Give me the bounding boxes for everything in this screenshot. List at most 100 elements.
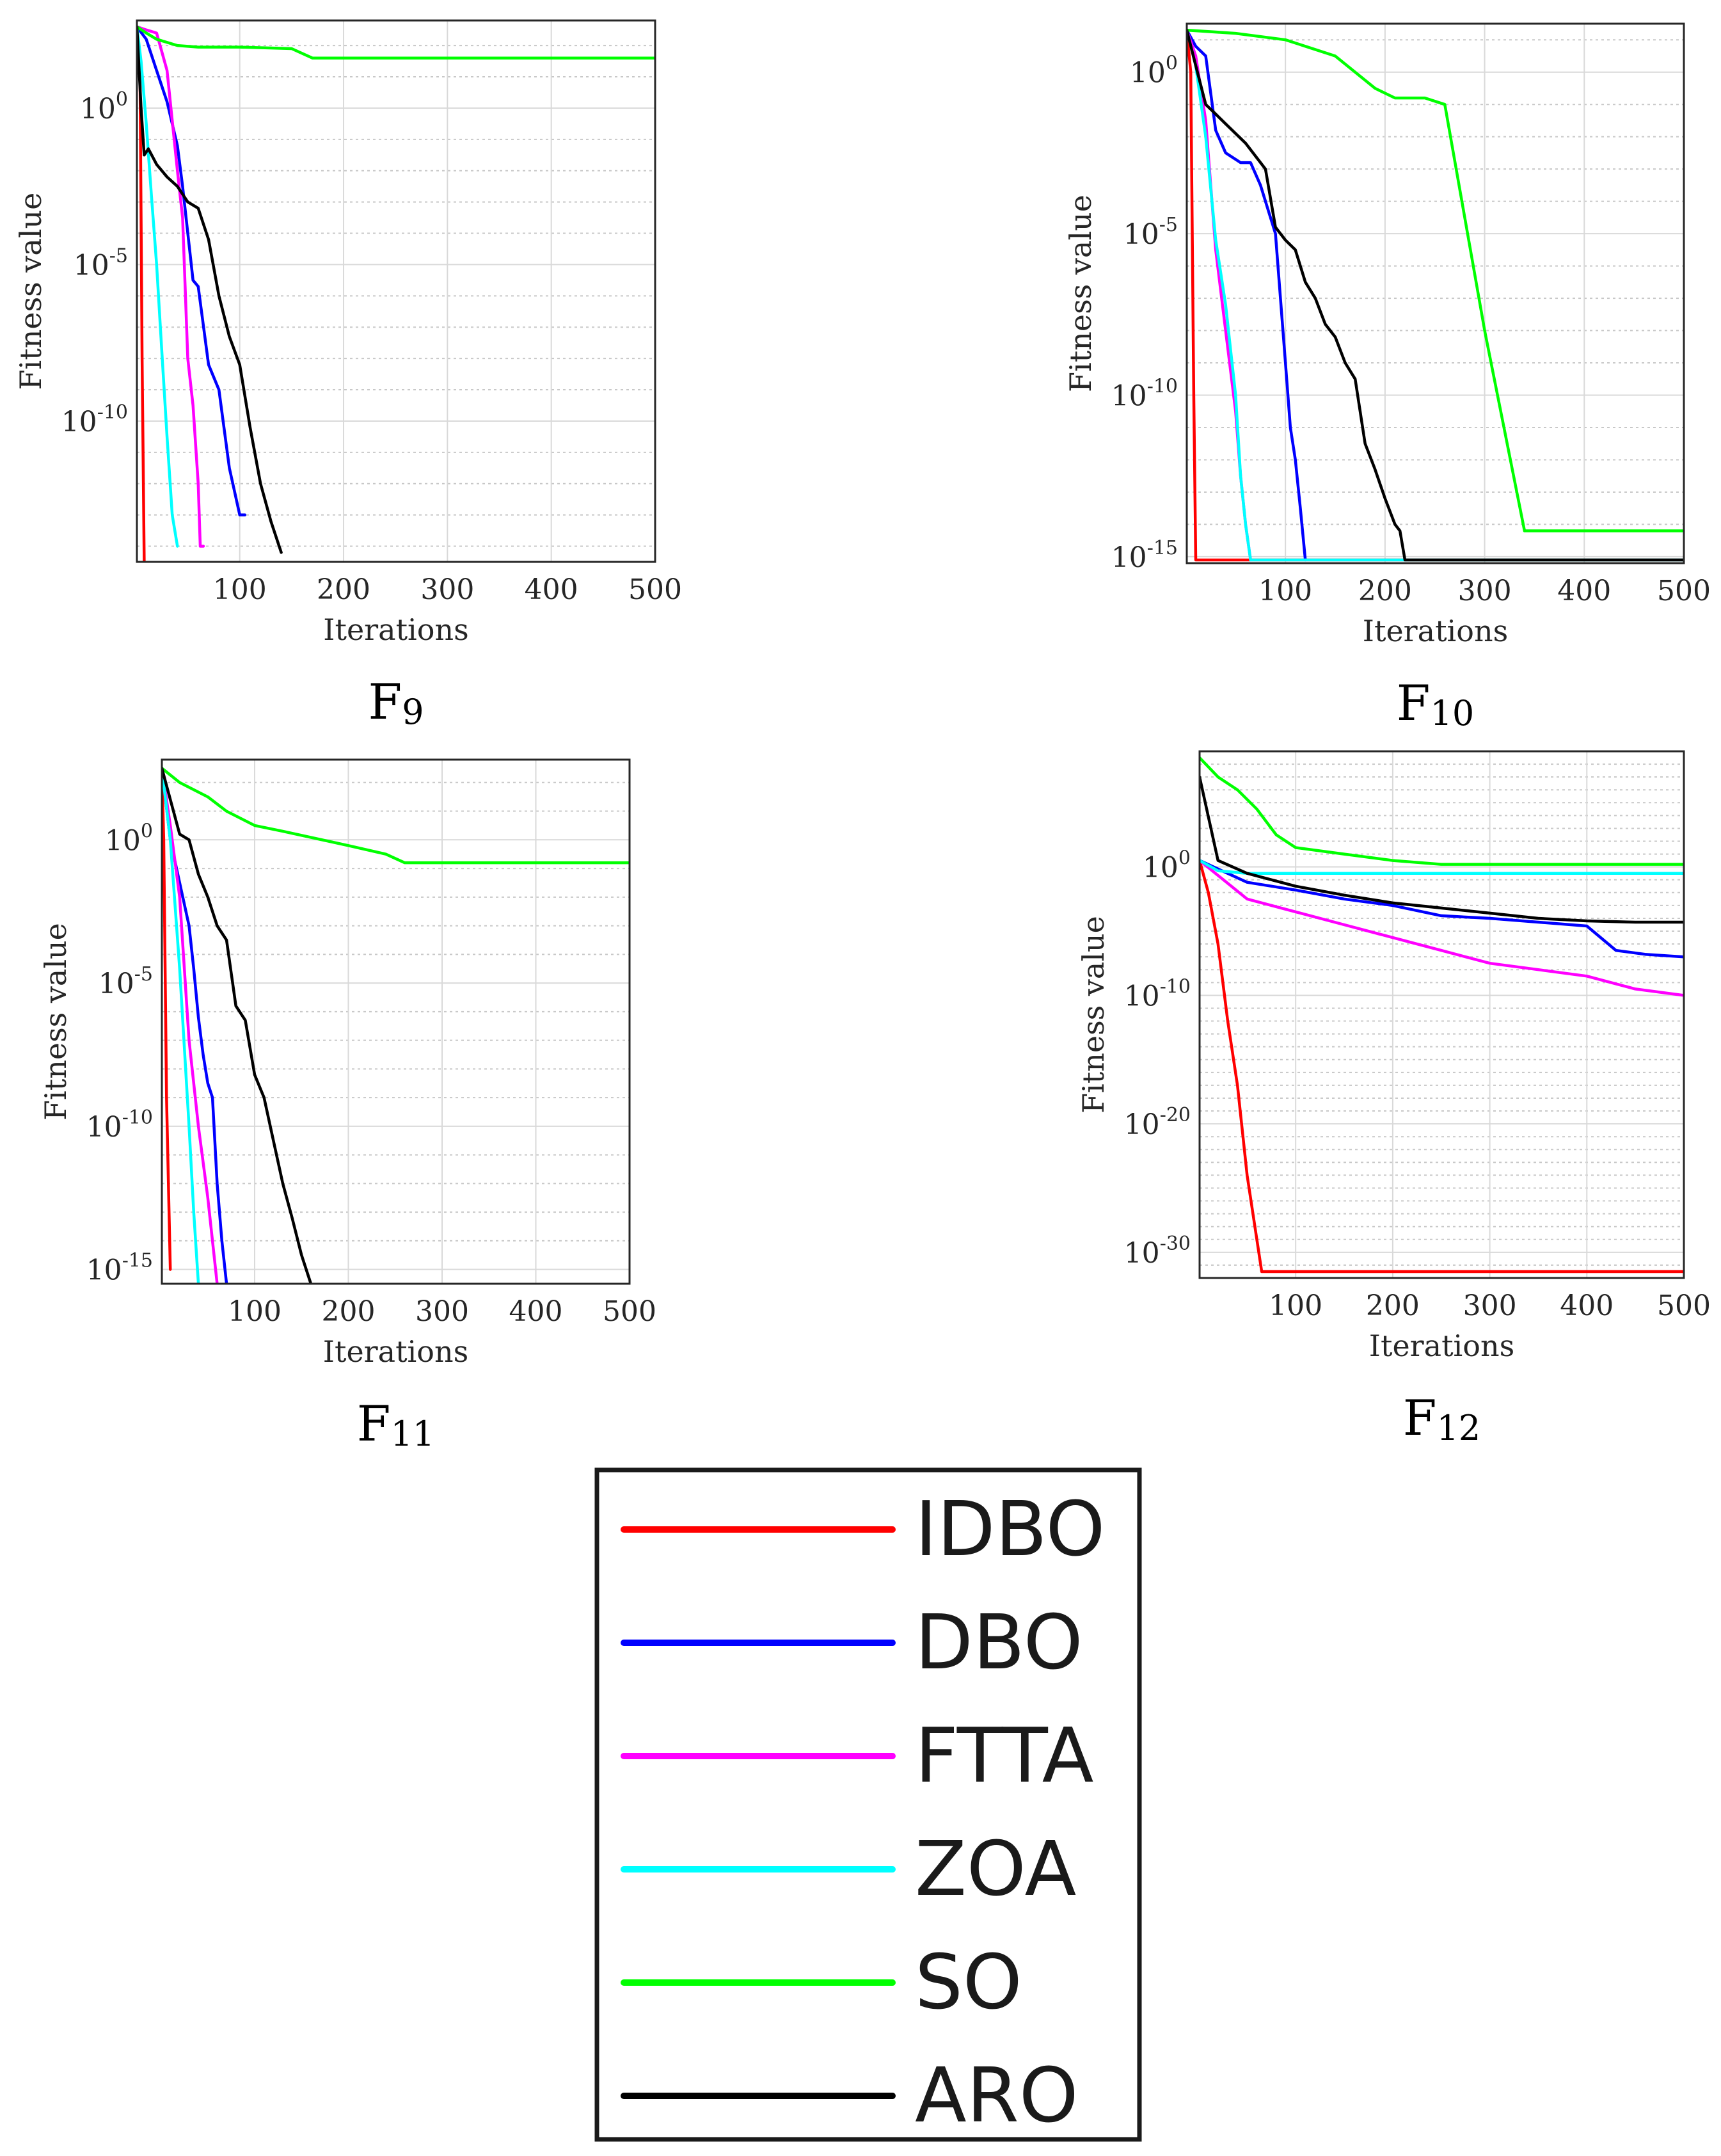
legend-label: ARO bbox=[915, 2051, 1079, 2139]
x-tick-labels: 100 200 300 400 500 bbox=[1258, 575, 1711, 607]
x-tick-label: 500 bbox=[603, 1295, 656, 1328]
x-axis-label: Iterations bbox=[1363, 614, 1508, 648]
x-axis-label: Iterations bbox=[323, 612, 468, 647]
y-tick-exponent: -5 bbox=[109, 244, 128, 267]
y-tick-label: 10-10 bbox=[86, 1106, 153, 1144]
y-tick-label: 100 bbox=[105, 820, 153, 857]
y-tick-exponent: -15 bbox=[1147, 537, 1178, 559]
axes-box bbox=[136, 19, 656, 563]
y-tick-exponent: -10 bbox=[97, 401, 128, 424]
y-tick-exponent: -30 bbox=[1160, 1233, 1191, 1255]
plot-area bbox=[137, 20, 655, 562]
x-tick-label: 100 bbox=[213, 573, 267, 606]
y-tick-exponent: 0 bbox=[141, 820, 153, 842]
plot-area bbox=[162, 760, 630, 1284]
caption-letter: F bbox=[1397, 675, 1431, 731]
series-line-zoa bbox=[1200, 859, 1684, 875]
y-axis-label: Fitness value bbox=[38, 923, 73, 1121]
x-tick-label: 300 bbox=[1463, 1290, 1517, 1322]
x-tick-label: 500 bbox=[628, 573, 682, 606]
legend-label: IDBO bbox=[915, 1485, 1105, 1573]
subplot-caption: F12 bbox=[1403, 1389, 1480, 1448]
y-tick-label: 100 bbox=[80, 88, 128, 125]
y-tick-base: 10 bbox=[1143, 852, 1178, 884]
series-line-so bbox=[1187, 28, 1684, 532]
y-tick-base: 10 bbox=[61, 406, 97, 438]
series-line-so bbox=[1200, 756, 1684, 866]
y-tick-exponent: 0 bbox=[116, 88, 128, 111]
x-tick-label: 500 bbox=[1657, 1290, 1711, 1322]
x-tick-label: 200 bbox=[317, 573, 370, 606]
series-line-zoa bbox=[1187, 28, 1684, 562]
series-line-idbo bbox=[1200, 859, 1684, 1274]
y-tick-exponent: 0 bbox=[1166, 52, 1178, 75]
caption-letter: F bbox=[368, 673, 402, 730]
y-tick-label: 10-15 bbox=[1111, 537, 1178, 574]
y-tick-label: 100 bbox=[1143, 847, 1191, 884]
y-tick-exponent: -10 bbox=[1160, 975, 1191, 998]
legend-label: ZOA bbox=[915, 1825, 1076, 1913]
x-tick-label: 400 bbox=[1560, 1290, 1614, 1322]
y-axis-label: Fitness value bbox=[1063, 195, 1098, 392]
y-tick-base: 10 bbox=[1111, 380, 1147, 413]
x-tick-label: 400 bbox=[1557, 575, 1611, 607]
series-line-dbo bbox=[137, 25, 247, 516]
y-tick-label: 100 bbox=[1130, 52, 1178, 90]
y-tick-base: 10 bbox=[74, 249, 109, 282]
series-line-ftta bbox=[1200, 859, 1684, 997]
x-tick-label: 100 bbox=[1269, 1290, 1322, 1322]
subplot-caption: F11 bbox=[357, 1395, 434, 1454]
x-axis-label: Iterations bbox=[1369, 1329, 1514, 1363]
y-tick-base: 10 bbox=[1124, 1237, 1160, 1270]
series-line-dbo bbox=[1187, 28, 1307, 562]
caption-index: 12 bbox=[1437, 1408, 1481, 1448]
subplot-f9: 100 200 300 400 50010010-510-10IterationsFit… bbox=[13, 19, 682, 732]
axes-box bbox=[161, 758, 631, 1285]
series-line-aro bbox=[137, 25, 283, 554]
x-tick-label: 200 bbox=[1366, 1290, 1420, 1322]
y-tick-base: 10 bbox=[1130, 57, 1166, 90]
minor-grid bbox=[1200, 751, 1684, 1279]
x-tick-label: 500 bbox=[1657, 575, 1711, 607]
y-axis-label: Fitness value bbox=[1076, 916, 1111, 1114]
caption-letter: F bbox=[1403, 1389, 1437, 1446]
legend-label: DBO bbox=[915, 1598, 1083, 1686]
y-tick-exponent: -20 bbox=[1160, 1104, 1191, 1126]
x-tick-label: 100 bbox=[228, 1295, 282, 1328]
x-tick-label: 300 bbox=[420, 573, 474, 606]
grid bbox=[1200, 751, 1685, 1278]
y-tick-exponent: 0 bbox=[1178, 847, 1191, 870]
subplot-caption: F9 bbox=[368, 673, 424, 732]
series-line-ftta bbox=[162, 767, 219, 1284]
subplot-f12: 100 200 300 400 50010010-1010-2010-30Iterati… bbox=[1076, 750, 1711, 1448]
series-lines bbox=[137, 25, 655, 562]
legend-label: FTTA bbox=[915, 1711, 1093, 1800]
y-tick-base: 10 bbox=[99, 968, 134, 1000]
x-tick-labels: 100 200 300 400 500 bbox=[228, 1295, 656, 1328]
series-line-so bbox=[162, 767, 630, 865]
y-tick-exponent: -15 bbox=[122, 1250, 153, 1272]
y-tick-label: 10-10 bbox=[1111, 376, 1178, 413]
y-tick-exponent: -5 bbox=[1159, 214, 1178, 236]
y-tick-label: 10-5 bbox=[1123, 214, 1178, 251]
y-tick-label: 10-10 bbox=[1124, 975, 1191, 1012]
series-line-aro bbox=[162, 767, 313, 1284]
y-tick-base: 10 bbox=[105, 824, 141, 857]
y-axis-label: Fitness value bbox=[13, 193, 48, 390]
y-tick-exponent: -10 bbox=[1147, 376, 1178, 398]
legend: IDBO DBO FTTA ZOA SO ARO bbox=[594, 1467, 1142, 2142]
y-tick-label: 10-30 bbox=[1124, 1233, 1191, 1270]
x-tick-label: 100 bbox=[1258, 575, 1312, 607]
y-tick-base: 10 bbox=[86, 1254, 122, 1287]
y-tick-base: 10 bbox=[1123, 218, 1159, 251]
subplot-caption: F10 bbox=[1397, 675, 1474, 733]
y-tick-base: 10 bbox=[86, 1111, 122, 1144]
series-line-aro bbox=[1187, 28, 1684, 562]
legend-box bbox=[594, 1467, 1142, 2142]
series-lines bbox=[1187, 28, 1684, 562]
series-line-zoa bbox=[162, 767, 200, 1284]
x-axis-label: Iterations bbox=[323, 1334, 468, 1369]
series-line-aro bbox=[1200, 775, 1684, 924]
